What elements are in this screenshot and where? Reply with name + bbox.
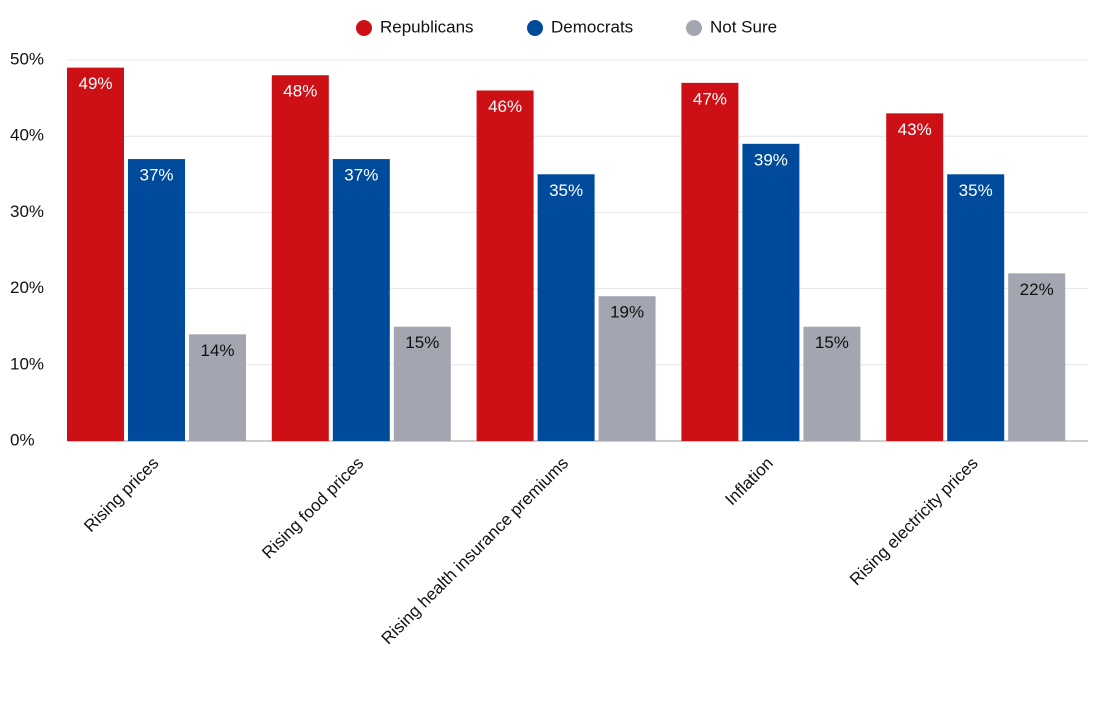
value-label: 22% bbox=[1020, 280, 1054, 299]
x-tick-label: Rising prices bbox=[80, 454, 162, 536]
value-label: 37% bbox=[344, 166, 378, 185]
bar bbox=[128, 159, 185, 441]
x-tick-label: Rising electricity prices bbox=[846, 454, 982, 590]
legend-swatch bbox=[356, 20, 372, 36]
legend-label: Democrats bbox=[551, 17, 633, 36]
x-tick-label: Rising health insurance premiums bbox=[378, 454, 572, 648]
value-label: 47% bbox=[693, 89, 727, 108]
legend-swatch bbox=[686, 20, 702, 36]
x-tick-label: Inflation bbox=[721, 454, 777, 510]
bar bbox=[189, 334, 246, 441]
bar bbox=[598, 296, 656, 441]
bar bbox=[271, 75, 329, 442]
y-tick-label: 20% bbox=[10, 278, 44, 297]
y-tick-label: 30% bbox=[10, 202, 44, 221]
y-tick-label: 0% bbox=[10, 430, 35, 449]
bar bbox=[681, 82, 739, 442]
bar bbox=[67, 67, 124, 442]
legend-label: Not Sure bbox=[710, 17, 777, 36]
value-label: 37% bbox=[139, 166, 173, 185]
value-label: 35% bbox=[959, 181, 993, 200]
legend-label: Republicans bbox=[380, 17, 474, 36]
bar bbox=[803, 326, 861, 441]
y-tick-label: 10% bbox=[10, 354, 44, 373]
value-label: 43% bbox=[898, 120, 932, 139]
value-label: 35% bbox=[549, 181, 583, 200]
legend-swatch bbox=[527, 20, 543, 36]
value-label: 46% bbox=[488, 97, 522, 116]
bar bbox=[476, 90, 534, 441]
x-tick-label: Rising food prices bbox=[258, 454, 367, 563]
bar bbox=[537, 174, 595, 442]
y-tick-label: 40% bbox=[10, 126, 44, 145]
bar bbox=[886, 113, 944, 441]
bar bbox=[332, 159, 390, 441]
bar bbox=[742, 143, 800, 441]
bar bbox=[1008, 273, 1066, 441]
bar bbox=[393, 326, 451, 441]
value-label: 48% bbox=[283, 82, 317, 101]
value-label: 39% bbox=[754, 150, 788, 169]
value-label: 15% bbox=[815, 333, 849, 352]
bar bbox=[947, 174, 1005, 442]
value-label: 14% bbox=[200, 341, 234, 360]
value-label: 19% bbox=[610, 303, 644, 322]
y-tick-label: 50% bbox=[10, 49, 44, 68]
value-label: 49% bbox=[78, 74, 112, 93]
value-label: 15% bbox=[405, 333, 439, 352]
